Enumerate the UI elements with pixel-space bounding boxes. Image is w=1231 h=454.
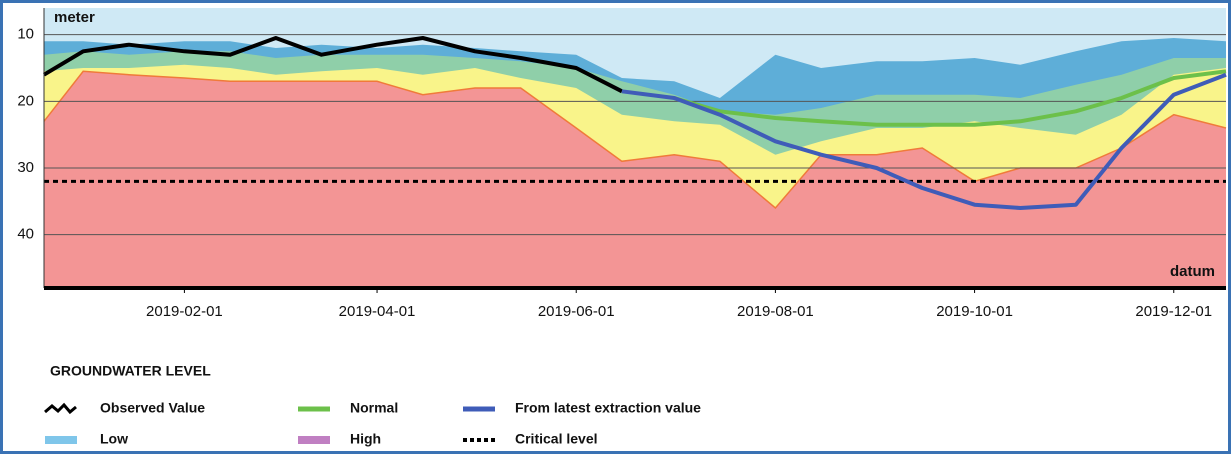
legend-label: From latest extraction value — [515, 400, 701, 416]
legend-title: GROUNDWATER LEVEL — [50, 363, 211, 379]
y-tick-label: 40 — [17, 226, 34, 243]
y-tick-label: 10 — [17, 26, 34, 43]
legend-label: Critical level — [515, 431, 598, 447]
legend-label: Low — [100, 431, 128, 447]
x-tick-label: 2019-12-01 — [1135, 303, 1212, 320]
legend-swatch — [298, 436, 330, 444]
baseline-label: datum — [1170, 263, 1215, 280]
legend-label: High — [350, 431, 381, 447]
x-tick-label: 2019-10-01 — [936, 303, 1013, 320]
legend-label: Normal — [350, 400, 398, 416]
y-tick-label: 20 — [17, 92, 34, 109]
plot-area — [42, 8, 1227, 290]
y-tick-label: 30 — [17, 159, 34, 176]
series-line — [42, 36, 623, 94]
x-tick-label: 2019-06-01 — [538, 303, 615, 320]
legend-label: Observed Value — [100, 400, 205, 416]
x-tick-label: 2019-08-01 — [737, 303, 814, 320]
legend-swatch — [45, 436, 77, 444]
band-area — [44, 71, 1226, 288]
y-axis-label: meter — [54, 9, 95, 26]
series-line — [673, 69, 1227, 127]
legend-icon — [44, 402, 77, 415]
x-tick-label: 2019-04-01 — [339, 303, 416, 320]
x-tick-label: 2019-02-01 — [146, 303, 223, 320]
series-line — [621, 72, 1227, 210]
